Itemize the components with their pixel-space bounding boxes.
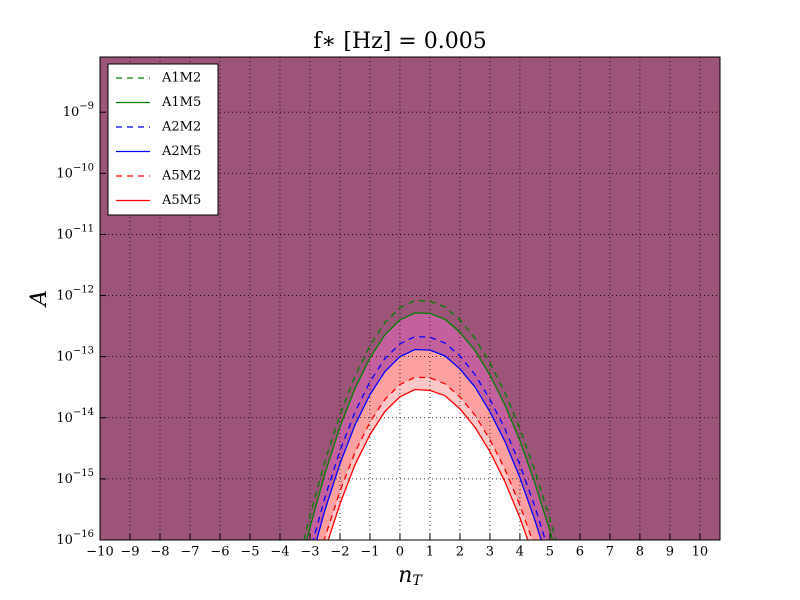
x-tick-label: −2: [330, 545, 349, 560]
x-tick-label: 3: [486, 545, 494, 560]
x-tick-label: −3: [300, 545, 319, 560]
legend-label: A5M2: [161, 169, 201, 184]
x-tick-label: 5: [546, 545, 554, 560]
y-axis-label: A: [27, 290, 52, 308]
y-tick-label: 10−14: [56, 406, 94, 425]
x-tick-label: 0: [396, 545, 404, 560]
y-tick-label: 10−16: [56, 529, 94, 548]
legend-label: A1M5: [161, 95, 201, 110]
series-line: [303, 299, 557, 540]
legend-box: [107, 63, 219, 216]
y-tick-label: 10−15: [56, 467, 94, 486]
series-line: [306, 312, 554, 540]
legend-label: A2M2: [161, 120, 201, 135]
x-tick-label: 4: [516, 545, 524, 560]
y-tick-label: 10−9: [63, 101, 94, 120]
legend-label: A5M5: [161, 193, 201, 208]
x-tick-label: 2: [456, 545, 464, 560]
chart-title: f∗ [Hz] = 0.005: [313, 29, 486, 54]
plot-frame: [99, 56, 721, 541]
x-tick-label: 6: [576, 545, 584, 560]
x-tick-label: 1: [426, 545, 434, 560]
x-tick-label: −7: [180, 545, 199, 560]
region-fill: [303, 389, 556, 540]
x-tick-label: 9: [666, 545, 674, 560]
x-tick-label: 7: [606, 545, 614, 560]
x-tick-label: −1: [360, 545, 379, 560]
x-tick-label: −6: [210, 545, 229, 560]
x-axis-label: nT: [398, 563, 423, 589]
x-tick-label: −4: [270, 545, 289, 560]
y-tick-label: 10−10: [56, 162, 94, 181]
x-tick-label: −10: [86, 545, 113, 560]
x-tick-label: −8: [150, 545, 169, 560]
y-tick-label: 10−12: [56, 284, 94, 303]
y-tick-label: 10−13: [56, 345, 94, 364]
plot-area: [100, 57, 720, 540]
series-line: [327, 388, 529, 540]
x-tick-label: −5: [240, 545, 259, 560]
series-line: [316, 348, 542, 540]
x-tick-label: 8: [636, 545, 644, 560]
legend-label: A1M2: [161, 71, 201, 86]
x-tick-label: −9: [120, 545, 139, 560]
x-tick-label: 10: [692, 545, 709, 560]
y-tick-label: 10−11: [56, 223, 94, 242]
legend-label: A2M5: [161, 144, 201, 159]
